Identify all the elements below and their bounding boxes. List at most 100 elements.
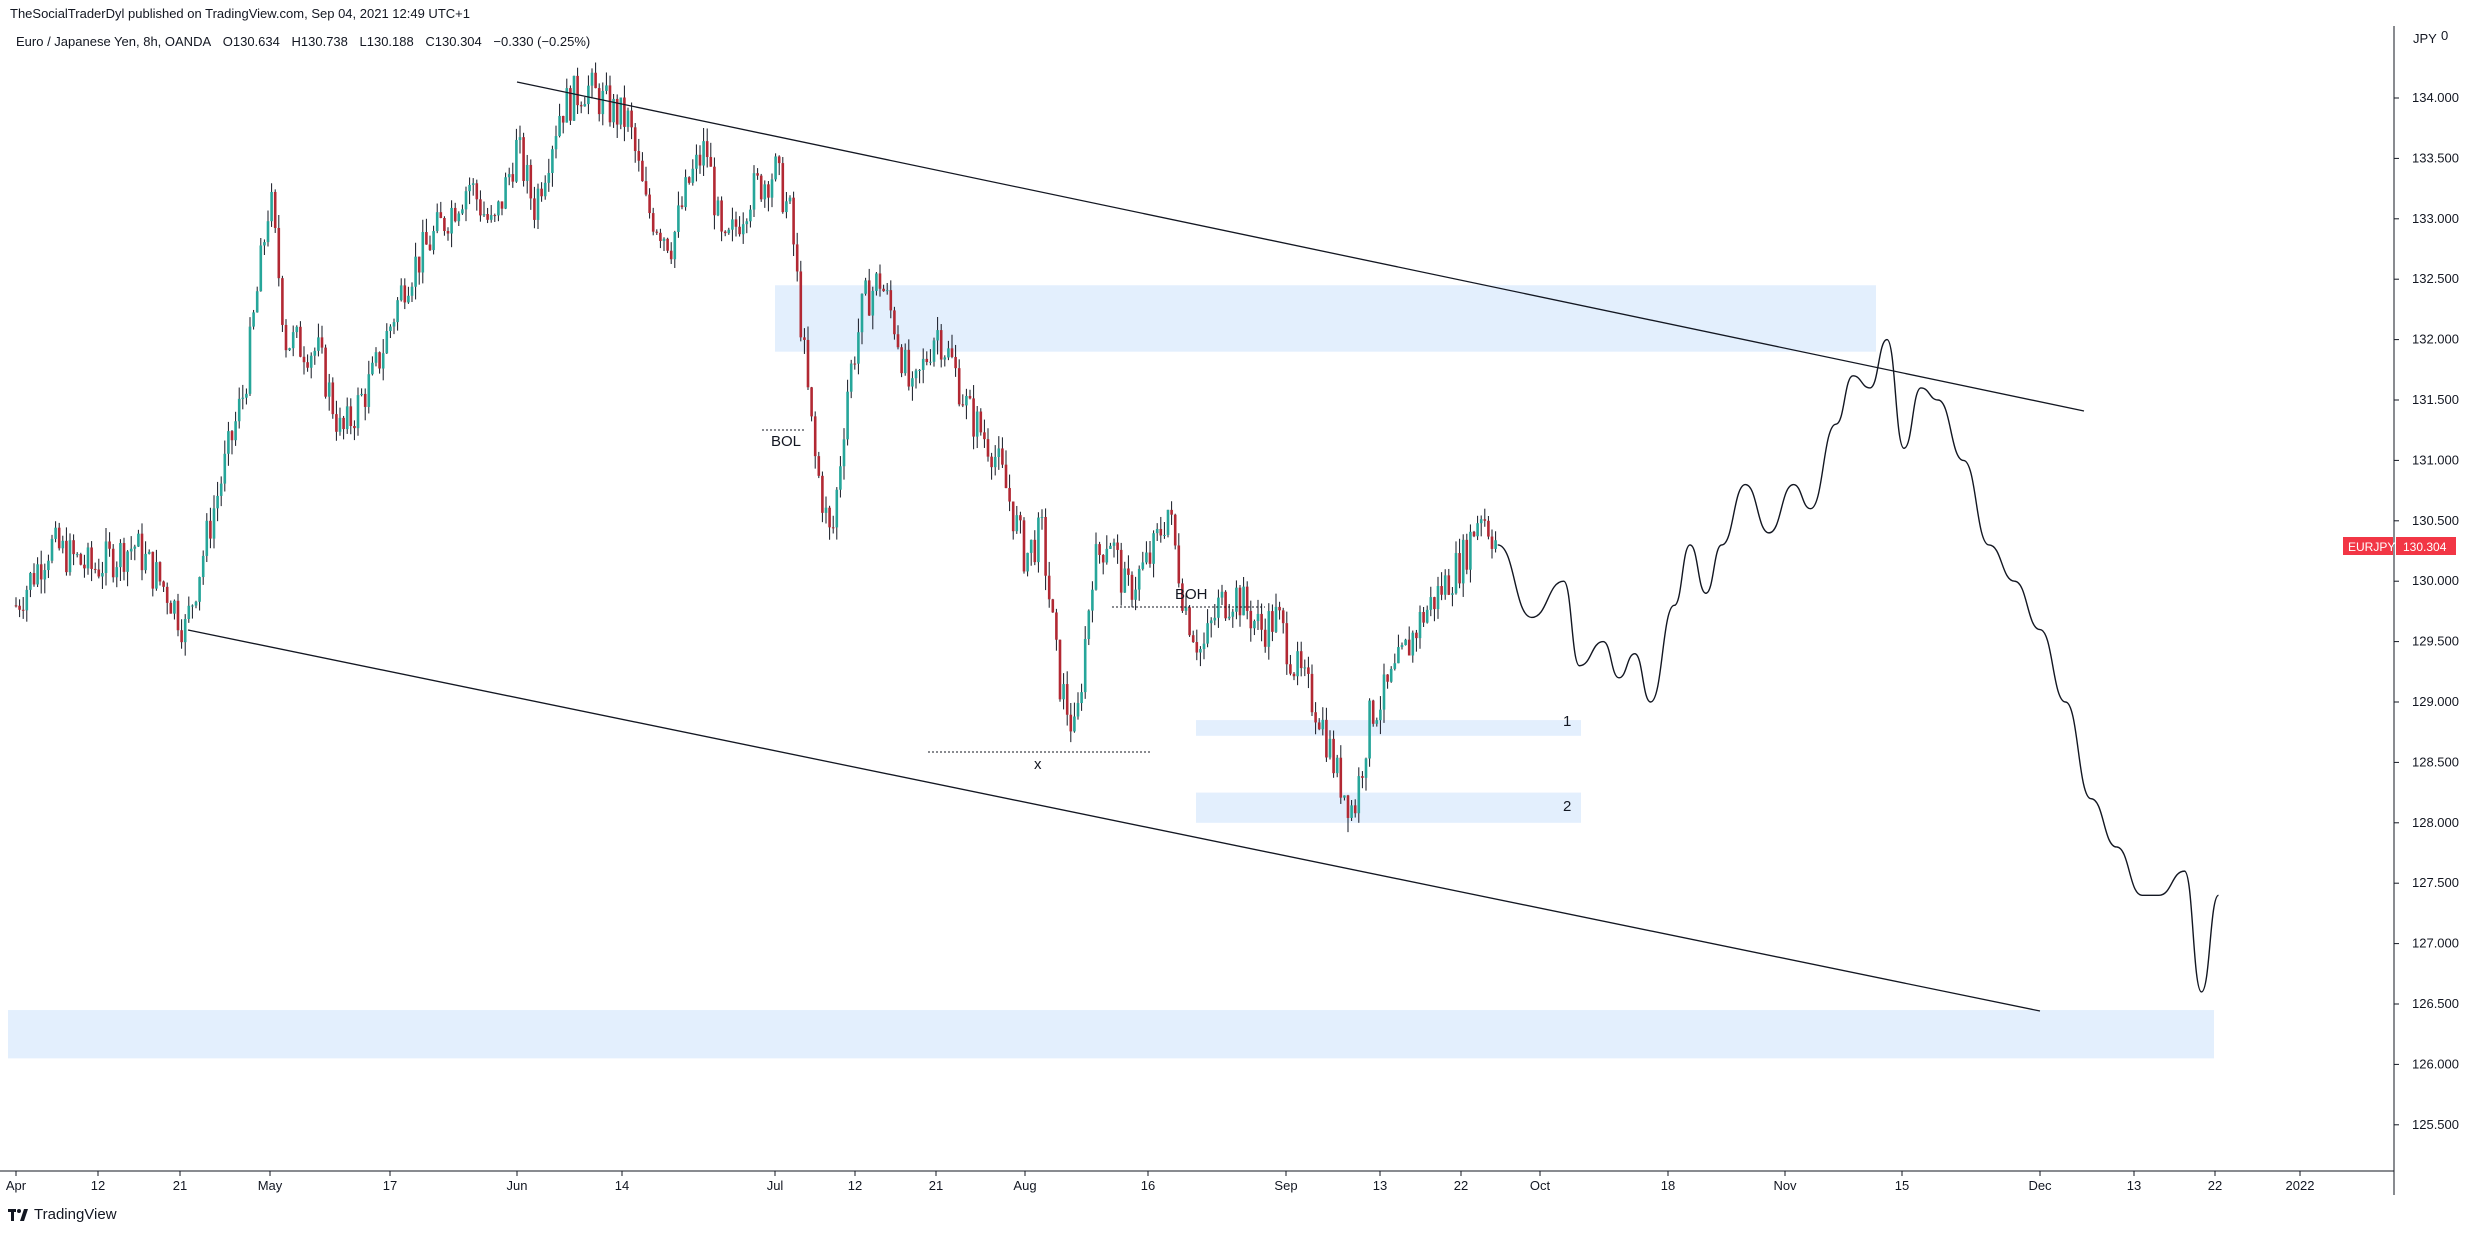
- candle: [281, 275, 284, 332]
- candle: [1263, 618, 1267, 653]
- candle: [1076, 692, 1080, 720]
- x-tick-label: 2022: [2286, 1178, 2315, 1193]
- candle: [1202, 632, 1206, 660]
- candle: [745, 218, 749, 234]
- ohlc-open: O130.634: [222, 34, 280, 49]
- candle: [1393, 653, 1397, 671]
- candle: [1490, 529, 1494, 559]
- candle: [1073, 702, 1076, 733]
- x-tick-label: 22: [2208, 1178, 2222, 1193]
- candle: [741, 212, 745, 244]
- candle: [147, 549, 151, 555]
- candle: [803, 328, 806, 354]
- candle: [828, 505, 831, 540]
- candle: [749, 205, 752, 228]
- candle: [774, 153, 777, 182]
- candle: [1332, 730, 1335, 778]
- candle: [680, 196, 684, 210]
- candle: [929, 349, 932, 366]
- candle: [1407, 626, 1411, 656]
- candle: [417, 256, 421, 285]
- symbol-name[interactable]: Euro / Japanese Yen, 8h, OANDA: [16, 34, 212, 49]
- candle: [407, 286, 410, 304]
- candle: [907, 339, 911, 391]
- channel-bottom-trendline[interactable]: [187, 629, 2041, 1012]
- candle: [187, 596, 191, 623]
- candle: [615, 94, 619, 138]
- candle: [1152, 530, 1155, 578]
- candle: [126, 550, 129, 587]
- candle: [165, 582, 169, 615]
- candle: [1062, 673, 1065, 710]
- candle: [752, 165, 756, 218]
- candle: [792, 191, 795, 257]
- candle: [482, 201, 486, 217]
- candle: [1379, 696, 1382, 735]
- candle: [1141, 551, 1145, 571]
- candle: [1163, 521, 1166, 539]
- candle: [540, 182, 543, 202]
- candle: [504, 172, 507, 210]
- candle: [1310, 664, 1314, 716]
- candle: [738, 216, 741, 237]
- candle: [601, 82, 605, 126]
- candle: [1260, 603, 1263, 642]
- candle: [543, 175, 547, 200]
- x-tick-label: Jul: [767, 1178, 784, 1193]
- candle: [489, 205, 493, 223]
- candle: [425, 218, 428, 245]
- candle: [572, 75, 576, 122]
- candle: [39, 550, 43, 594]
- x-tick-label: Apr: [6, 1178, 27, 1193]
- candle: [810, 386, 813, 422]
- candle: [943, 355, 947, 367]
- candle: [1353, 799, 1357, 818]
- candle: [641, 152, 644, 182]
- candle: [137, 529, 140, 547]
- zone-2[interactable]: [1196, 792, 1581, 823]
- price-axis[interactable]: 134.000 133.500 133.000 132.500 132.000 131.5…: [0, 26, 2459, 1195]
- x-tick-label: 21: [929, 1178, 943, 1193]
- candle: [518, 125, 522, 154]
- y-tick-label: 131.000: [2412, 452, 2459, 467]
- candle: [1173, 513, 1177, 550]
- tradingview-footer[interactable]: TradingView: [8, 1206, 117, 1223]
- candle: [255, 286, 259, 313]
- candle: [626, 107, 630, 132]
- y-tick-label: 129.000: [2412, 694, 2459, 709]
- channel-top-trendline[interactable]: [516, 81, 2085, 412]
- candle: [734, 211, 738, 237]
- candle: [158, 561, 162, 586]
- y-tick-label: 133.500: [2412, 150, 2459, 165]
- candle: [65, 527, 68, 576]
- candle: [842, 428, 846, 480]
- candle: [1029, 539, 1033, 566]
- demand-zone-bottom[interactable]: [8, 1010, 2214, 1059]
- candle: [461, 204, 464, 215]
- candle: [1231, 608, 1235, 628]
- candle: [1166, 509, 1170, 538]
- tradingview-brand: TradingView: [34, 1206, 117, 1223]
- zone-1[interactable]: [1196, 720, 1581, 736]
- projection-path[interactable]: [1497, 338, 2220, 993]
- candle: [864, 277, 867, 296]
- x-tick-label: 14: [615, 1178, 629, 1193]
- candle: [374, 347, 378, 367]
- candle: [1137, 565, 1141, 601]
- x-tick-label: Sep: [1274, 1178, 1297, 1193]
- candle: [1227, 603, 1231, 621]
- y-tick-label: 126.000: [2412, 1056, 2459, 1071]
- supply-zone[interactable]: [775, 285, 1876, 352]
- candle: [713, 157, 716, 230]
- y-ticks: 134.000 133.500 133.000 132.500 132.000 131.5…: [2394, 90, 2459, 1132]
- candle: [327, 373, 331, 411]
- candle: [317, 323, 320, 357]
- candle: [273, 189, 277, 233]
- candle: [1080, 683, 1083, 711]
- candle: [1195, 629, 1199, 661]
- candle: [612, 93, 615, 128]
- candle: [1155, 523, 1159, 541]
- currency-label: JPY: [2413, 31, 2437, 46]
- candle: [169, 600, 173, 614]
